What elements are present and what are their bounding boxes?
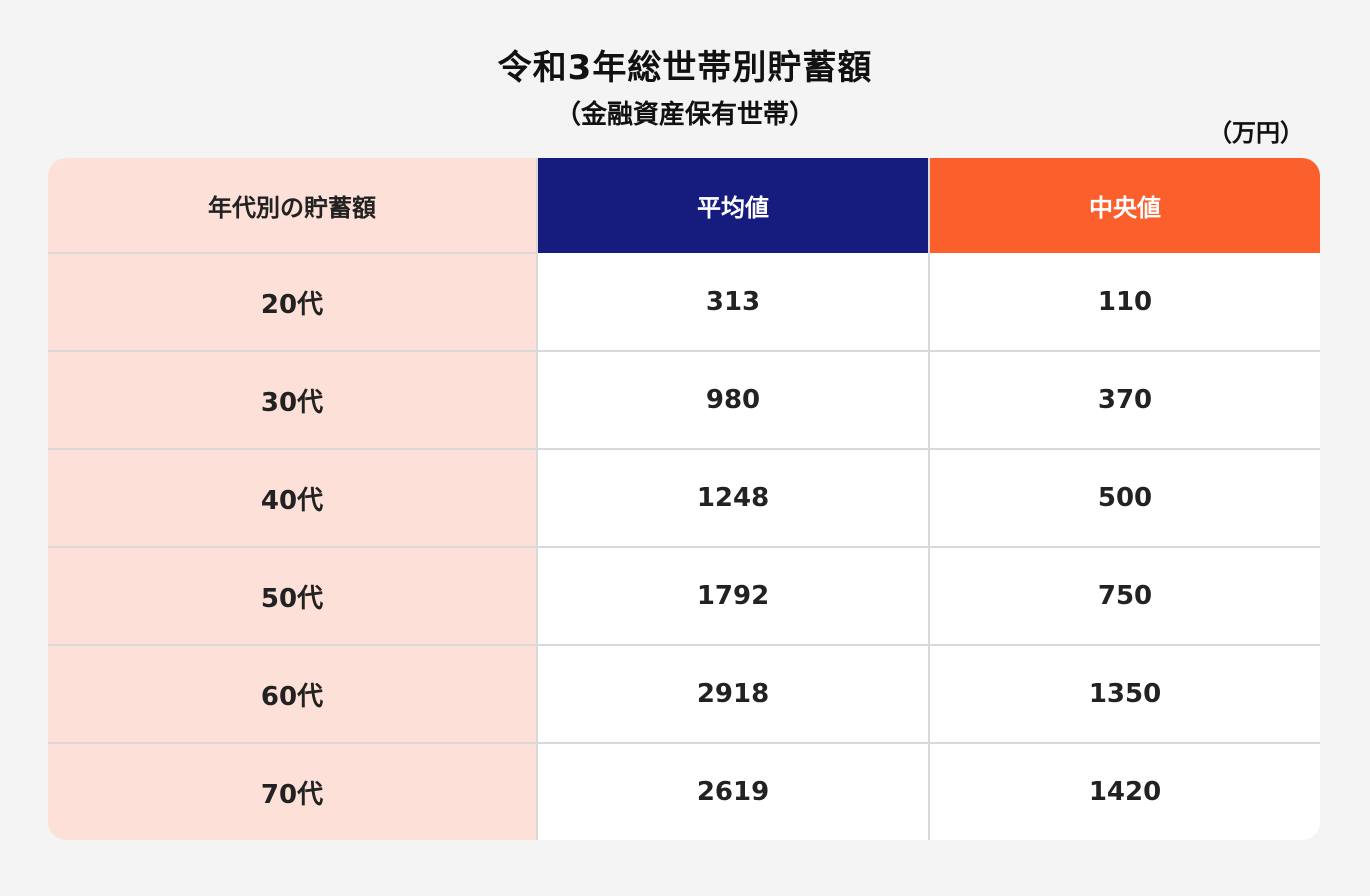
table-row: 30代 980 370	[48, 351, 1320, 450]
savings-table: 年代別の貯蓄額 平均値 中央値 20代 313 110 30代 980 370 …	[48, 158, 1320, 840]
table-row: 60代 2918 1350	[48, 645, 1320, 744]
mean-cell: 2918	[536, 645, 929, 744]
median-cell: 750	[928, 547, 1320, 646]
median-cell: 1350	[928, 645, 1320, 744]
unit-label: （万円）	[1208, 119, 1304, 147]
chart-title: 令和3年総世帯別貯蓄額	[497, 48, 873, 88]
savings-table-container: 年代別の貯蓄額 平均値 中央値 20代 313 110 30代 980 370 …	[48, 158, 1320, 840]
table-row: 20代 313 110	[48, 253, 1320, 352]
age-cell: 60代	[48, 645, 537, 744]
age-cell: 20代	[48, 253, 537, 352]
table-row: 70代 2619 1420	[48, 743, 1320, 840]
age-cell: 50代	[48, 547, 537, 646]
header-row: 年代別の貯蓄額 平均値 中央値	[48, 158, 1320, 254]
header-age-group: 年代別の貯蓄額	[48, 158, 537, 254]
age-cell: 70代	[48, 743, 537, 840]
median-cell: 500	[928, 449, 1320, 548]
median-cell: 110	[928, 253, 1320, 352]
mean-cell: 2619	[536, 743, 929, 840]
median-cell: 370	[928, 351, 1320, 450]
age-cell: 30代	[48, 351, 537, 450]
mean-cell: 1248	[536, 449, 929, 548]
header-median: 中央値	[928, 158, 1320, 253]
table-row: 40代 1248 500	[48, 449, 1320, 548]
chart-subtitle: （金融資産保有世帯）	[554, 100, 815, 130]
median-cell: 1420	[928, 743, 1320, 840]
age-cell: 40代	[48, 449, 537, 548]
table-row: 50代 1792 750	[48, 547, 1320, 646]
header-mean: 平均値	[536, 158, 929, 253]
mean-cell: 980	[536, 351, 929, 450]
mean-cell: 1792	[536, 547, 929, 646]
mean-cell: 313	[536, 253, 929, 352]
